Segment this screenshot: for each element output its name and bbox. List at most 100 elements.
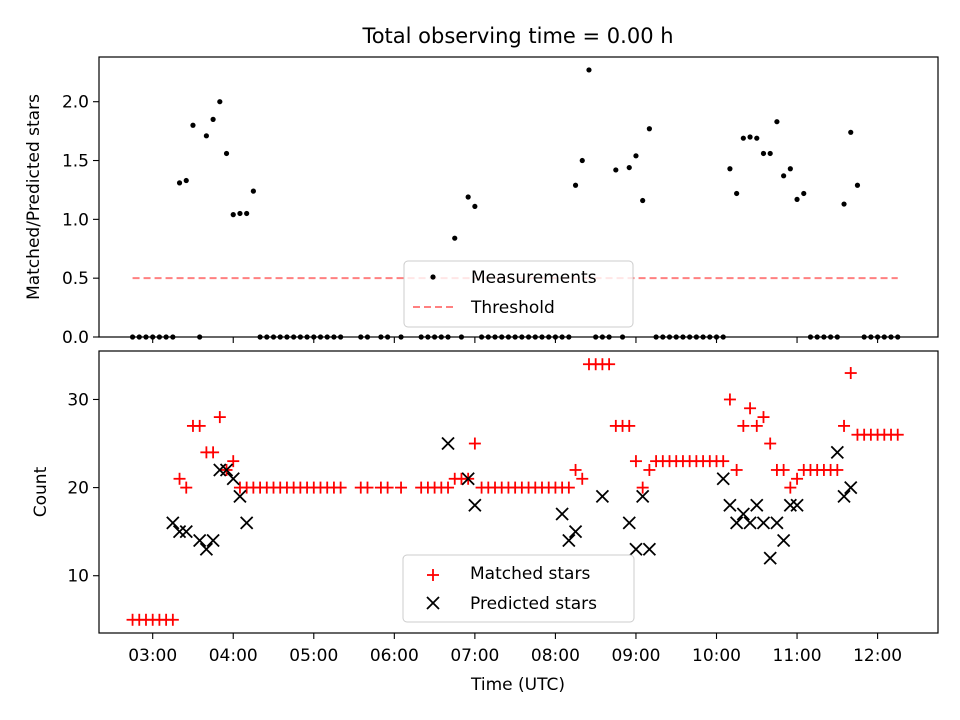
measurement-point (734, 190, 740, 197)
predicted-star-point (642, 542, 657, 556)
measurement-point (720, 334, 726, 340)
measurement-point (754, 135, 760, 141)
matched-star-point (838, 419, 851, 432)
predicted-star-point (555, 507, 569, 521)
predicted-star-point (776, 533, 791, 548)
xtick-label: 04:00 (209, 646, 258, 666)
measurement-point (546, 334, 552, 340)
bottom-ytick-label: 30 (67, 390, 89, 410)
measurement-point (633, 153, 639, 159)
measurement-point (129, 334, 136, 340)
top-ytick-label: 2.0 (62, 93, 89, 113)
measurement-point (801, 190, 807, 197)
measurement-point (472, 203, 478, 210)
measurement-point (713, 334, 720, 340)
measurement-point (787, 166, 793, 172)
figure-title: Total observing time = 0.00 h (361, 24, 673, 48)
measurement-point (163, 334, 169, 340)
matched-star-point (744, 402, 757, 415)
top-ytick-label: 0.5 (62, 269, 89, 289)
measurement-point (183, 177, 189, 184)
measurement-point (385, 334, 391, 340)
measurement-point (539, 334, 545, 340)
predicted-star-point (756, 516, 771, 530)
measurement-point (895, 334, 901, 340)
measurement-point (760, 150, 767, 157)
matched-star-point (468, 437, 481, 450)
bottom-panel-frame (98, 350, 939, 634)
matched-star-point (603, 358, 616, 371)
measurement-point (619, 334, 626, 340)
x-axis-label: Time (UTC) (470, 675, 565, 695)
measurement-point (478, 334, 485, 340)
matched-star-point (173, 472, 186, 485)
measurement-point (317, 334, 324, 340)
bottom-legend-box (402, 554, 635, 623)
measurement-point (150, 334, 156, 340)
matched-star-point (395, 481, 408, 494)
matched-star-point (757, 411, 770, 424)
predicted-star-point (568, 525, 583, 539)
measurement-point (640, 197, 646, 204)
matched-star-point (180, 481, 193, 494)
bottom-panel: 10 20 30 03:00 04:00 05:00 06:00 07:00 08:00 09:… (31, 350, 939, 695)
measurement-point (499, 334, 505, 340)
matched-star-point (791, 472, 804, 485)
measurement-point (794, 196, 800, 202)
measurement-point (646, 126, 652, 132)
bottom-series (126, 358, 904, 626)
measurement-point (868, 334, 874, 340)
measurement-point (257, 334, 263, 340)
top-legend-box (403, 260, 634, 328)
measurement-point (566, 334, 572, 340)
matched-star-point (623, 419, 636, 432)
measurement-point (613, 167, 619, 173)
measurement-point (485, 334, 491, 340)
measurement-point (525, 334, 532, 340)
predicted-star-point (830, 445, 844, 459)
measurement-point (458, 334, 465, 340)
matched-star-point (831, 463, 844, 476)
predicted-star-point (179, 525, 193, 539)
measurement-point (673, 334, 679, 340)
measurement-point (834, 334, 840, 340)
measurement-point (572, 182, 579, 188)
matched-star-point (562, 481, 575, 494)
measurement-point (170, 334, 176, 340)
measurement-point (593, 334, 599, 340)
matched-star-point (737, 419, 750, 432)
measurement-point (331, 334, 337, 340)
matched-star-point (717, 455, 730, 468)
measurement-point (156, 334, 163, 340)
measurement-point (781, 173, 787, 179)
measurement-point (606, 334, 612, 340)
measurement-point (203, 133, 209, 139)
measurement-point (244, 210, 250, 217)
matched-star-point (629, 455, 642, 468)
measurement-point (727, 166, 733, 172)
measurement-point (230, 212, 236, 218)
predicted-star-point (562, 533, 576, 548)
measurement-point (828, 334, 834, 340)
measurement-point (398, 334, 404, 340)
legend-measurements-label: Measurements (471, 268, 597, 288)
measurement-point (512, 334, 518, 340)
xtick-label: 10:00 (692, 646, 741, 666)
measurement-point (143, 334, 149, 340)
legend-predicted-marker (426, 596, 440, 610)
measurement-point (425, 334, 431, 340)
measurement-point (197, 334, 203, 340)
measurement-point (492, 334, 498, 340)
predicted-star-point (716, 472, 730, 486)
measurement-point (210, 116, 216, 122)
measurement-point (311, 334, 317, 340)
bottom-ytick-label: 10 (67, 567, 89, 587)
measurement-point (270, 334, 277, 340)
measurement-point (767, 150, 773, 157)
xtick-label: 11:00 (773, 646, 822, 666)
legend-measurements-marker (430, 274, 436, 280)
predicted-star-point (193, 533, 207, 548)
measurement-point (338, 334, 344, 340)
top-series (129, 67, 901, 340)
